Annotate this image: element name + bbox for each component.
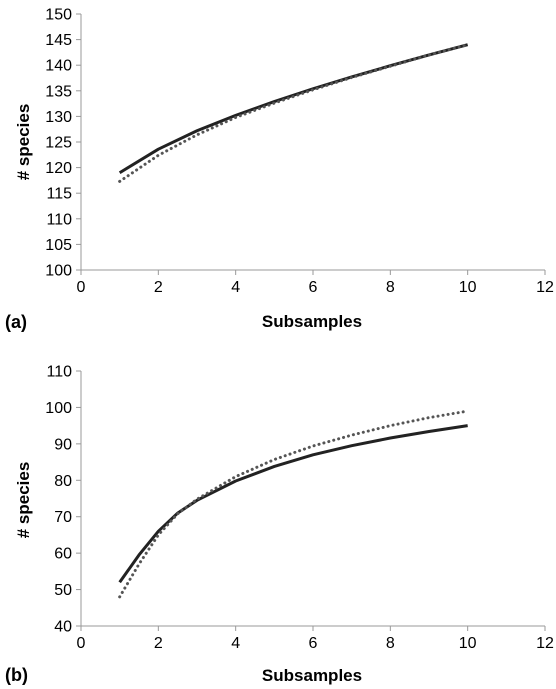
panel-b: # species Subsamples (b) 405060708090100…	[5, 364, 554, 686]
panel-b-xtick-label: 6	[309, 635, 318, 652]
panel-a-ytick-label: 115	[46, 186, 72, 203]
panel-b-ytick-label: 50	[54, 582, 72, 599]
panel-a-ytick-label: 105	[45, 237, 72, 254]
panel-b-ytick-label: 40	[54, 619, 72, 636]
panel-b-ytick-label: 60	[54, 546, 72, 563]
panel-a-label: (a)	[5, 312, 27, 332]
panel-b-xlabel: Subsamples	[262, 666, 362, 685]
panel-a-ytick-label: 125	[45, 135, 72, 152]
panel-b-series-dotted-line	[118, 409, 470, 599]
panel-a-xtick-label: 6	[309, 279, 318, 296]
panel-a-ytick-label: 110	[46, 211, 72, 228]
panel-a-xlabel: Subsamples	[262, 312, 362, 331]
panel-a-xtick-label: 8	[386, 279, 395, 296]
panel-b-series-solid-line	[118, 424, 468, 584]
panel-a-ytick-label: 140	[45, 58, 72, 75]
panel-b-ytick-label: 90	[54, 436, 72, 453]
panel-a-xtick-label: 10	[459, 279, 477, 296]
panel-a-ytick-label: 120	[45, 160, 72, 177]
panel-a-series-dotted-line	[118, 43, 470, 183]
panel-b-xtick-label: 4	[231, 635, 240, 652]
panel-a: # species Subsamples (a) 100105110115120…	[5, 7, 554, 333]
panel-a-xtick-label: 2	[154, 279, 163, 296]
panel-b-xtick-label: 2	[154, 635, 163, 652]
panel-a-ytick-label: 130	[45, 109, 72, 126]
panel-b-xtick-label: 8	[386, 635, 395, 652]
panel-a-xtick-label: 0	[77, 279, 86, 296]
panel-a-ytick-label: 150	[45, 7, 72, 24]
panel-b-ytick-label: 100	[45, 400, 72, 417]
panel-b-ytick-label: 80	[54, 473, 72, 490]
panel-b-label: (b)	[5, 665, 28, 685]
panel-b-ytick-label: 70	[54, 509, 72, 526]
panel-b-xtick-label: 0	[77, 635, 86, 652]
panel-b-xtick-label: 10	[459, 635, 477, 652]
panel-a-ytick-label: 135	[45, 83, 72, 100]
panel-a-ytick-label: 100	[45, 263, 72, 280]
panel-a-xtick-label: 4	[231, 279, 240, 296]
panel-b-ytick-label: 110	[46, 364, 72, 381]
panel-b-ylabel: # species	[14, 462, 33, 539]
panel-b-xtick-label: 12	[536, 635, 554, 652]
panel-a-xtick-label: 12	[536, 279, 554, 296]
panel-a-ytick-label: 145	[45, 32, 72, 49]
panel-a-series-solid-line	[118, 43, 469, 175]
panel-a-ylabel: # species	[14, 104, 33, 181]
